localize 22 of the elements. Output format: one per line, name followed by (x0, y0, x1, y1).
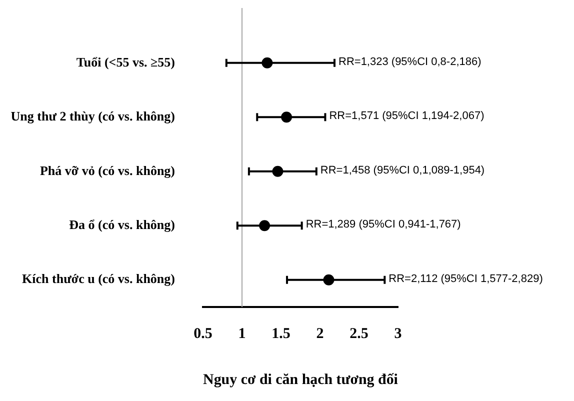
x-tick-label: 1.5 (272, 326, 290, 342)
point (281, 112, 292, 123)
x-axis-title: Nguy cơ di căn hạch tương đối (203, 372, 398, 388)
point (323, 274, 334, 286)
y-tick-label: Tuổi (<55 vs. ≥55) (76, 54, 175, 70)
x-tick-label: 2.5 (350, 326, 368, 342)
point (259, 220, 270, 232)
y-tick-label: Kích thước u (có vs. không) (22, 271, 175, 286)
y-tick-label: Ung thư 2 thùy (có vs. không) (10, 108, 175, 124)
x-tick-label: 3 (394, 326, 402, 342)
annotation: RR=2,112 (95%CI 1,577-2,829) (388, 272, 543, 285)
y-tick-label: Đa ổ (có vs. không) (69, 217, 175, 232)
annotation: RR=1,323 (95%CI 0,8-2,186) (338, 56, 482, 68)
y-tick-label: Phá vỡ vỏ (có vs. không) (40, 162, 175, 178)
annotation: RR=1,458 (95%CI 0,1,089-1,954) (320, 164, 485, 176)
point (272, 166, 284, 177)
annotation: RR=1,571 (95%CI 1,194-2,067) (329, 110, 484, 122)
x-tick-label: 2 (316, 326, 324, 342)
x-tick-label: 1 (238, 326, 246, 342)
x-tick-label: 0.5 (194, 326, 212, 342)
annotation: RR=1,289 (95%CI 0,941-1,767) (306, 218, 461, 231)
point (262, 57, 273, 68)
